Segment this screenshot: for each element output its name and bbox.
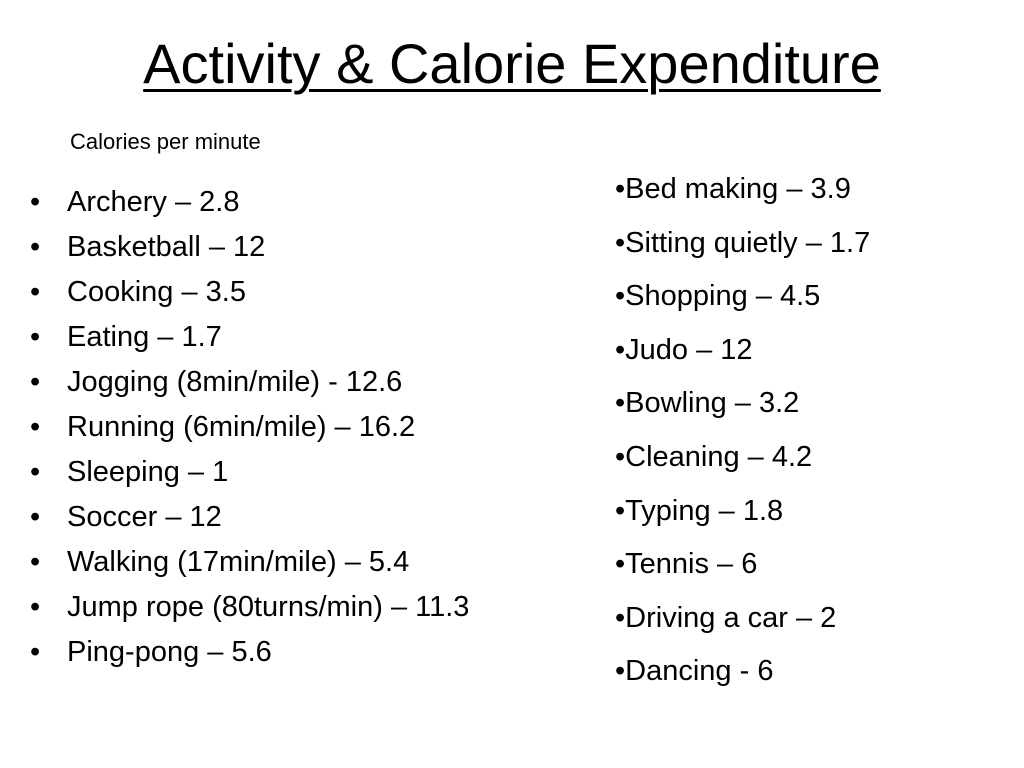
slide-subtitle: Calories per minute [70, 129, 261, 154]
bullet-icon: • [30, 591, 41, 623]
list-item: •Typing – 1.8 [615, 494, 784, 527]
right-activity-list: •Bed making – 3.9 •Sitting quietly – 1.7… [615, 163, 870, 699]
bullet-icon: • [30, 546, 41, 578]
bullet-icon: • [30, 456, 41, 488]
list-item-label: Sleeping – 1 [67, 456, 229, 488]
bullet-icon: • [30, 636, 41, 668]
list-item: •Driving a car – 2 [615, 601, 837, 634]
list-item-label: Cooking – 3.5 [67, 276, 246, 308]
list-item: •Judo – 12 [615, 333, 753, 366]
list-item-label: Jogging (8min/mile) - 12.6 [67, 366, 403, 398]
bullet-icon: • [30, 321, 41, 353]
bullet-icon: • [30, 231, 41, 263]
slide-title: Activity & Calorie Expenditure [143, 32, 881, 95]
list-item-label: Ping-pong – 5.6 [67, 636, 272, 668]
list-item-label: Basketball – 12 [67, 231, 266, 263]
bullet-icon: • [30, 366, 41, 398]
list-item: •Bed making – 3.9 [615, 173, 851, 205]
bullet-icon: • [30, 501, 41, 533]
bullet-icon: • [30, 276, 41, 308]
list-item: •Cleaning – 4.2 [615, 440, 813, 473]
list-item: •Bowling – 3.2 [615, 387, 800, 420]
list-item-label: Running (6min/mile) – 16.2 [67, 411, 416, 443]
list-item-label: Soccer – 12 [67, 501, 222, 533]
list-item: •Sitting quietly – 1.7 [615, 226, 871, 259]
list-item-label: Jump rope (80turns/min) – 11.3 [67, 591, 470, 623]
bullet-icon: • [30, 186, 41, 218]
list-item: •Tennis – 6 [615, 548, 758, 581]
list-item-label: Eating – 1.7 [67, 321, 222, 353]
bullet-icon: • [30, 411, 41, 443]
list-item-label: Walking (17min/mile) – 5.4 [67, 546, 410, 578]
list-item: •Dancing - 6 [615, 655, 774, 688]
list-item-label: Archery – 2.8 [67, 186, 240, 218]
list-item: •Shopping – 4.5 [615, 280, 821, 313]
